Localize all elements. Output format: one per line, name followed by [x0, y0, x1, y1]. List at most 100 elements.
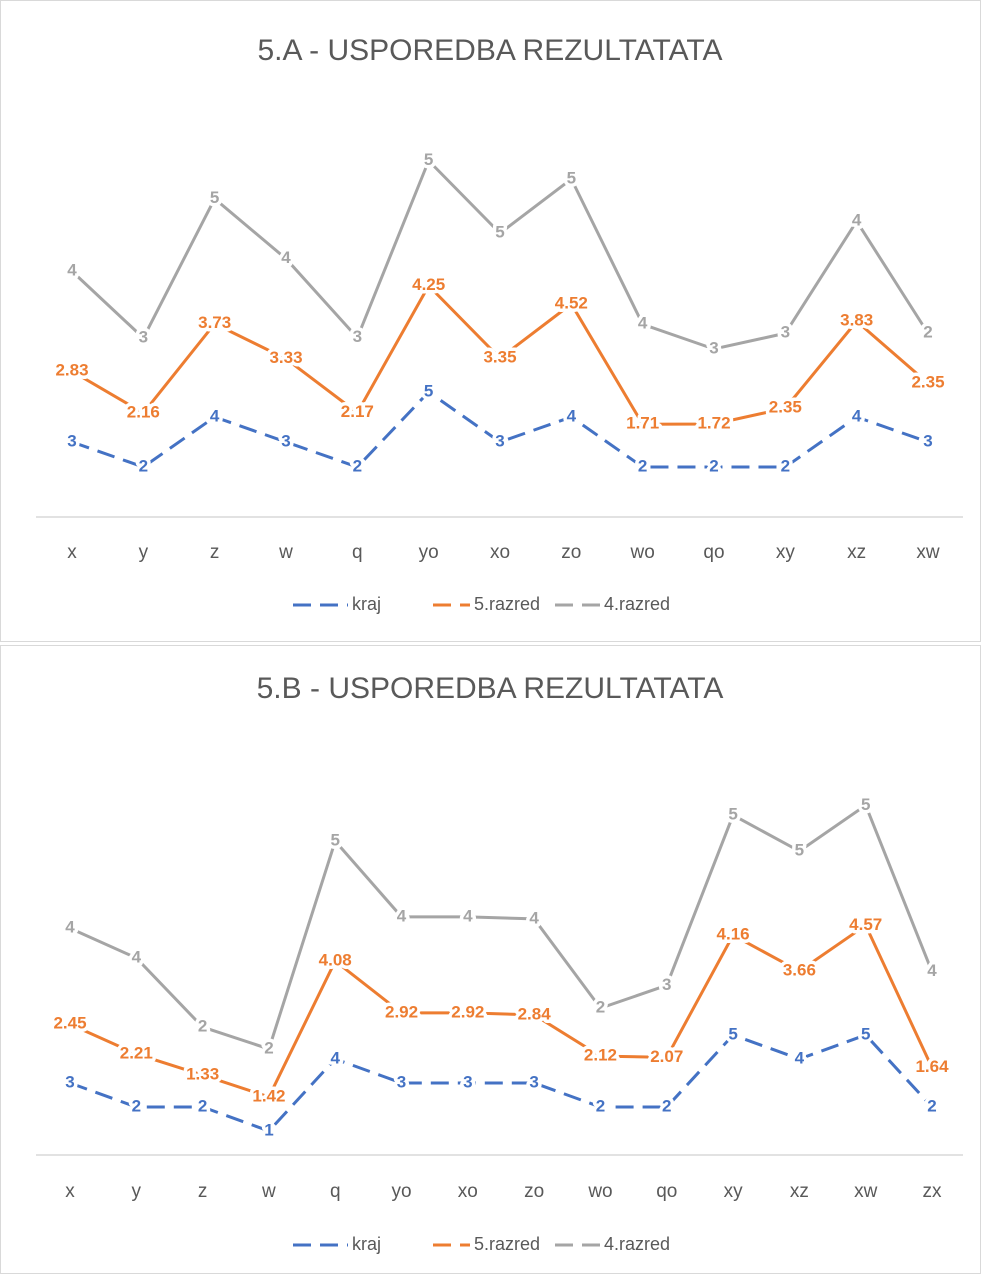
- x-tick-label: xw: [916, 542, 940, 563]
- data-label: 5: [861, 1024, 870, 1043]
- data-label: 2: [596, 1096, 605, 1115]
- chart-title: 5.A - USPOREDBA REZULTATATA: [257, 34, 722, 67]
- data-label: 4: [132, 947, 142, 966]
- data-label: 2: [781, 456, 790, 475]
- legend-label: 4.razred: [604, 1234, 670, 1254]
- data-label: 2: [353, 456, 362, 475]
- chart-title: 5.B - USPOREDBA REZULTATATA: [257, 672, 724, 705]
- data-label: 3.33: [269, 348, 302, 367]
- x-tick-label: wo: [587, 1181, 612, 1202]
- data-label: 2.92: [385, 1002, 418, 1021]
- x-tick-label: xw: [854, 1181, 878, 1202]
- data-label: 3.66: [783, 961, 816, 980]
- x-tick-label: wo: [630, 542, 655, 563]
- data-label: 2: [132, 1096, 141, 1115]
- data-label: 2.16: [127, 402, 160, 421]
- legend-label: 5.razred: [474, 1234, 540, 1254]
- data-label: 2: [927, 1096, 936, 1115]
- data-label: 5: [728, 1024, 737, 1043]
- x-tick-label: x: [65, 1181, 75, 1202]
- data-label: 4: [852, 211, 862, 230]
- data-label: 3: [529, 1072, 538, 1091]
- data-label: 5: [210, 188, 219, 207]
- x-tick-label: z: [198, 1181, 208, 1202]
- x-tick-label: yo: [419, 542, 439, 563]
- panel-border: [0, 645, 981, 1274]
- legend-label: kraj: [352, 594, 381, 614]
- data-label: 2: [139, 456, 148, 475]
- x-tick-label: y: [139, 542, 149, 563]
- data-label: 4: [67, 261, 77, 280]
- x-tick-label: y: [132, 1181, 142, 1202]
- data-label: 2: [662, 1096, 671, 1115]
- data-label: 4.25: [412, 275, 445, 294]
- data-label: 3: [67, 431, 76, 450]
- series-line: [69, 803, 934, 1051]
- data-label: 3.35: [483, 348, 516, 367]
- data-label: 4: [281, 248, 291, 267]
- data-label: 3.73: [198, 313, 231, 332]
- data-label: 4: [852, 406, 862, 425]
- x-tick-label: xy: [776, 542, 796, 563]
- x-tick-label: zx: [923, 1181, 943, 1202]
- x-tick-label: xy: [724, 1181, 744, 1202]
- data-label: 4.16: [717, 925, 750, 944]
- data-label: 1.72: [697, 413, 730, 432]
- x-tick-label: xo: [458, 1181, 478, 1202]
- data-label: 3: [397, 1072, 406, 1091]
- data-label: 3.83: [840, 311, 873, 330]
- data-label: 2: [198, 1096, 207, 1115]
- data-label: 1.33: [186, 1065, 219, 1084]
- data-label: 5: [424, 381, 433, 400]
- series-line: [69, 1033, 934, 1133]
- data-label: 2: [923, 323, 932, 342]
- x-tick-label: z: [210, 542, 220, 563]
- legend-label: 5.razred: [474, 594, 540, 614]
- data-label: 2.45: [53, 1014, 86, 1033]
- data-label: 5: [567, 168, 576, 187]
- data-label: 5: [424, 150, 433, 169]
- data-label: 2.12: [584, 1046, 617, 1065]
- x-tick-label: x: [67, 542, 77, 563]
- data-label: 3: [662, 975, 671, 994]
- data-label: 4: [330, 1048, 340, 1067]
- data-label: 2.83: [55, 361, 88, 380]
- data-label: 3: [65, 1072, 74, 1091]
- data-label: 5: [728, 805, 737, 824]
- data-label: 4: [638, 314, 648, 333]
- data-label: 5: [795, 841, 804, 860]
- x-tick-label: qo: [703, 542, 724, 563]
- data-label: 3: [463, 1072, 472, 1091]
- data-label: 3: [353, 327, 362, 346]
- series-line: [71, 283, 929, 426]
- data-label: 4: [567, 406, 577, 425]
- data-label: 2: [638, 456, 647, 475]
- data-label: 2: [264, 1038, 273, 1057]
- data-label: 1.42: [252, 1086, 285, 1105]
- data-label: 4: [397, 906, 407, 925]
- data-label: 5: [330, 831, 339, 850]
- data-label: 5: [495, 223, 504, 242]
- x-tick-label: zo: [561, 542, 581, 563]
- x-tick-label: xz: [847, 542, 866, 563]
- data-label: 1.71: [626, 414, 659, 433]
- data-label: 1.64: [915, 1057, 949, 1076]
- data-label: 3: [495, 431, 504, 450]
- data-label: 4: [463, 906, 473, 925]
- data-label: 3: [781, 323, 790, 342]
- x-tick-label: yo: [391, 1181, 411, 1202]
- legend-label: kraj: [352, 1234, 381, 1254]
- data-label: 4: [795, 1048, 805, 1067]
- x-tick-label: w: [278, 542, 293, 563]
- data-label: 4.52: [555, 293, 588, 312]
- series-line: [69, 923, 934, 1099]
- data-label: 3: [139, 327, 148, 346]
- data-label: 4: [65, 918, 75, 937]
- data-label: 5: [861, 795, 870, 814]
- data-label: 4.57: [849, 915, 882, 934]
- data-label: 3: [709, 338, 718, 357]
- data-label: 4.08: [319, 951, 352, 970]
- data-label: 3: [923, 431, 932, 450]
- series-line: [71, 390, 929, 469]
